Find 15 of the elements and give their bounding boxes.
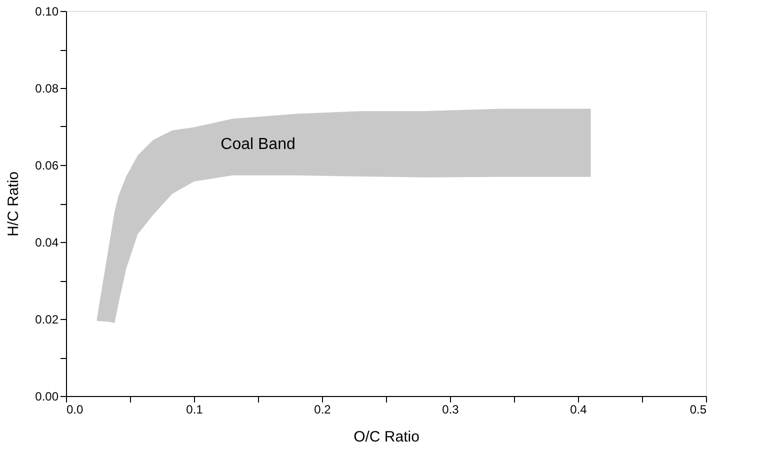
annotation: Coal Band bbox=[220, 136, 296, 153]
x-tick-label: 0.3 bbox=[442, 402, 460, 416]
x-tick-label: 0.0 bbox=[66, 402, 84, 416]
x-tick-label: 0.5 bbox=[690, 402, 707, 416]
y-axis-title: H/C Ratio bbox=[5, 171, 22, 237]
y-tick-label: 0.02 bbox=[35, 312, 59, 326]
y-tick-label: 0.06 bbox=[35, 158, 59, 172]
x-tick-label: 0.4 bbox=[570, 402, 588, 416]
y-tick-label: 0.08 bbox=[35, 82, 59, 96]
x-axis-title: O/C Ratio bbox=[354, 428, 420, 446]
y-tick-label: 0.10 bbox=[35, 4, 59, 18]
x-tick-label: 0.2 bbox=[314, 402, 332, 416]
y-tick-label: 0.00 bbox=[35, 390, 59, 404]
y-tick-label: 0.04 bbox=[35, 236, 59, 250]
x-tick-label: 0.1 bbox=[186, 402, 204, 416]
